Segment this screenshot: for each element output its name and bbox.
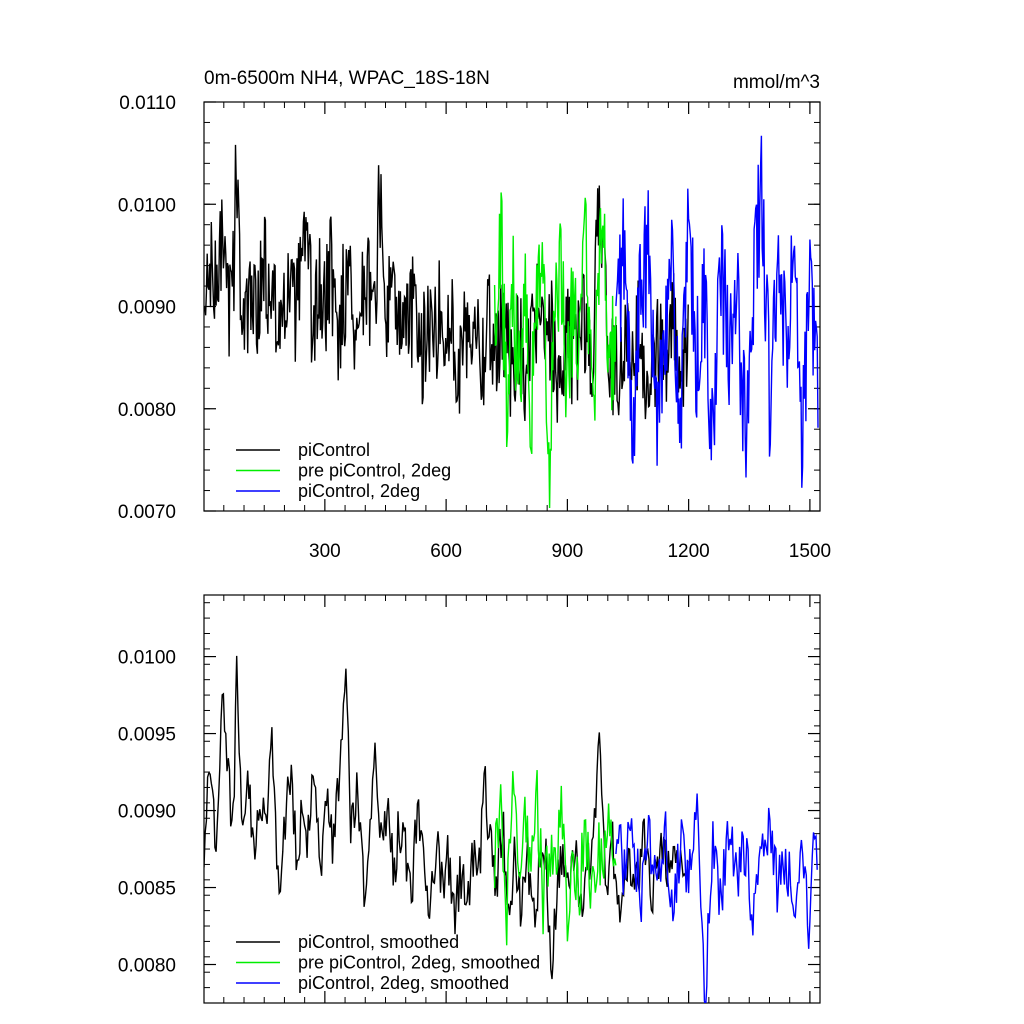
y-tick-label: 0.0100 <box>118 648 176 669</box>
bottom-panel: 0.0080 0.0085 0.0090 0.0095 0.0100 piControl,… <box>118 594 821 1004</box>
legend-label: pre piControl, 2deg <box>298 461 451 481</box>
series-line-2 <box>493 770 617 946</box>
chart-title-left: 0m-6500m NH4, WPAC_18S-18N <box>204 68 490 89</box>
series-line-1 <box>204 144 689 423</box>
series-line-2 <box>493 192 617 509</box>
y-tick-label: 0.0070 <box>118 502 176 523</box>
legend-label: pre piControl, 2deg, smoothed <box>298 953 540 973</box>
y-tick-label: 0.0090 <box>118 802 176 823</box>
y-tick-label: 0.0085 <box>118 879 176 900</box>
y-tick-label: 0.0095 <box>118 725 176 746</box>
y-tick-label: 0.0100 <box>118 195 176 216</box>
legend-label: piControl <box>298 440 370 460</box>
series-line-1 <box>204 655 689 980</box>
plot-frame <box>203 594 821 1004</box>
x-tick-label: 600 <box>430 541 462 562</box>
x-tick-label: 1500 <box>789 541 831 562</box>
series-line-3 <box>615 135 819 488</box>
top-panel: 0m-6500m NH4, WPAC_18S-18N mmol/m^3 300 6… <box>118 68 831 562</box>
y-tick-label: 0.0090 <box>118 298 176 319</box>
legend-label: piControl, 2deg <box>298 481 420 501</box>
x-tick-label: 300 <box>309 541 341 562</box>
chart-units-label: mmol/m^3 <box>733 72 820 93</box>
legend-label: piControl, smoothed <box>298 932 459 952</box>
y-tick-label: 0.0080 <box>118 400 176 421</box>
legend-label: piControl, 2deg, smoothed <box>298 973 509 993</box>
y-tick-label: 0.0110 <box>119 93 176 114</box>
x-tick-label: 900 <box>552 541 584 562</box>
x-tick-label: 1200 <box>667 541 709 562</box>
series-line-3 <box>615 793 818 1003</box>
y-tick-label: 0.0080 <box>118 956 176 977</box>
